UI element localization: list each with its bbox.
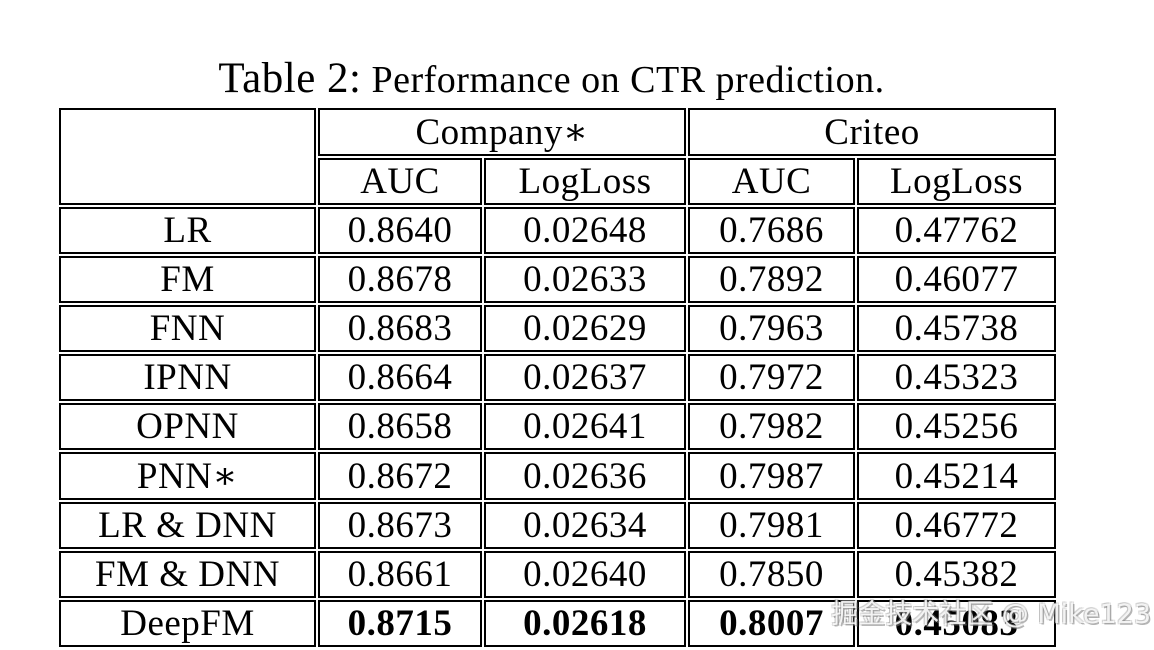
corner-empty-cell [59,108,316,205]
value-cell: 0.7963 [688,305,855,352]
value-cell: 0.02633 [484,256,686,303]
table-row: FM & DNN 0.8661 0.02640 0.7850 0.45382 [59,551,1057,598]
table-caption: Table 2: Performance on CTR prediction. [57,54,1046,103]
model-label: OPNN [59,403,316,450]
model-label: DeepFM [59,600,316,647]
col-header-criteo-auc: AUC [688,158,855,205]
value-cell: 0.8664 [318,354,482,401]
model-label: LR [59,207,316,254]
value-cell: 0.7987 [688,452,855,500]
table-row-deepfm: DeepFM 0.8715 0.02618 0.8007 0.45083 [59,600,1057,647]
value-cell: 0.7972 [688,354,855,401]
table-row: PNN∗ 0.8672 0.02636 0.7987 0.45214 [59,452,1057,500]
col-header-company-auc: AUC [318,158,482,205]
model-label: FM [59,256,316,303]
table-row: FM 0.8678 0.02633 0.7892 0.46077 [59,256,1057,303]
model-label: LR & DNN [59,502,316,549]
value-cell: 0.02648 [484,207,686,254]
value-cell: 0.45214 [857,452,1057,500]
col-header-criteo-logloss: LogLoss [857,158,1057,205]
model-label: PNN∗ [59,452,316,500]
model-label: FM & DNN [59,551,316,598]
value-cell: 0.7982 [688,403,855,450]
table-row: OPNN 0.8658 0.02641 0.7982 0.45256 [59,403,1057,450]
value-cell: 0.45256 [857,403,1057,450]
table-row: LR & DNN 0.8673 0.02634 0.7981 0.46772 [59,502,1057,549]
table-row: LR 0.8640 0.02648 0.7686 0.47762 [59,207,1057,254]
value-cell: 0.02640 [484,551,686,598]
model-label: IPNN [59,354,316,401]
value-cell: 0.02637 [484,354,686,401]
value-cell: 0.7850 [688,551,855,598]
value-cell: 0.46772 [857,502,1057,549]
caption-text: Performance on CTR prediction. [371,59,885,101]
value-cell: 0.8672 [318,452,482,500]
value-cell: 0.8658 [318,403,482,450]
value-cell: 0.8007 [688,600,855,647]
value-cell: 0.02618 [484,600,686,647]
group-header-criteo: Criteo [688,108,1057,156]
value-cell: 0.8678 [318,256,482,303]
value-cell: 0.7981 [688,502,855,549]
value-cell: 0.45083 [857,600,1057,647]
sub-header-row: AUC LogLoss AUC LogLoss [59,158,1057,205]
value-cell: 0.8661 [318,551,482,598]
value-cell: 0.7686 [688,207,855,254]
value-cell: 0.8715 [318,600,482,647]
col-header-company-logloss: LogLoss [484,158,686,205]
value-cell: 0.47762 [857,207,1057,254]
value-cell: 0.02634 [484,502,686,549]
value-cell: 0.45382 [857,551,1057,598]
value-cell: 0.02629 [484,305,686,352]
table-row: IPNN 0.8664 0.02637 0.7972 0.45323 [59,354,1057,401]
value-cell: 0.8683 [318,305,482,352]
value-cell: 0.8673 [318,502,482,549]
value-cell: 0.45738 [857,305,1057,352]
table-row: FNN 0.8683 0.02629 0.7963 0.45738 [59,305,1057,352]
ctr-results-table: Company∗ Criteo AUC LogLoss AUC LogLoss … [57,106,1058,649]
value-cell: 0.7892 [688,256,855,303]
value-cell: 0.8640 [318,207,482,254]
value-cell: 0.46077 [857,256,1057,303]
value-cell: 0.45323 [857,354,1057,401]
caption-number: Table 2: [218,55,362,102]
value-cell: 0.02641 [484,403,686,450]
value-cell: 0.02636 [484,452,686,500]
group-header-company: Company∗ [318,108,686,156]
group-header-row: Company∗ Criteo [59,108,1057,205]
model-label: FNN [59,305,316,352]
